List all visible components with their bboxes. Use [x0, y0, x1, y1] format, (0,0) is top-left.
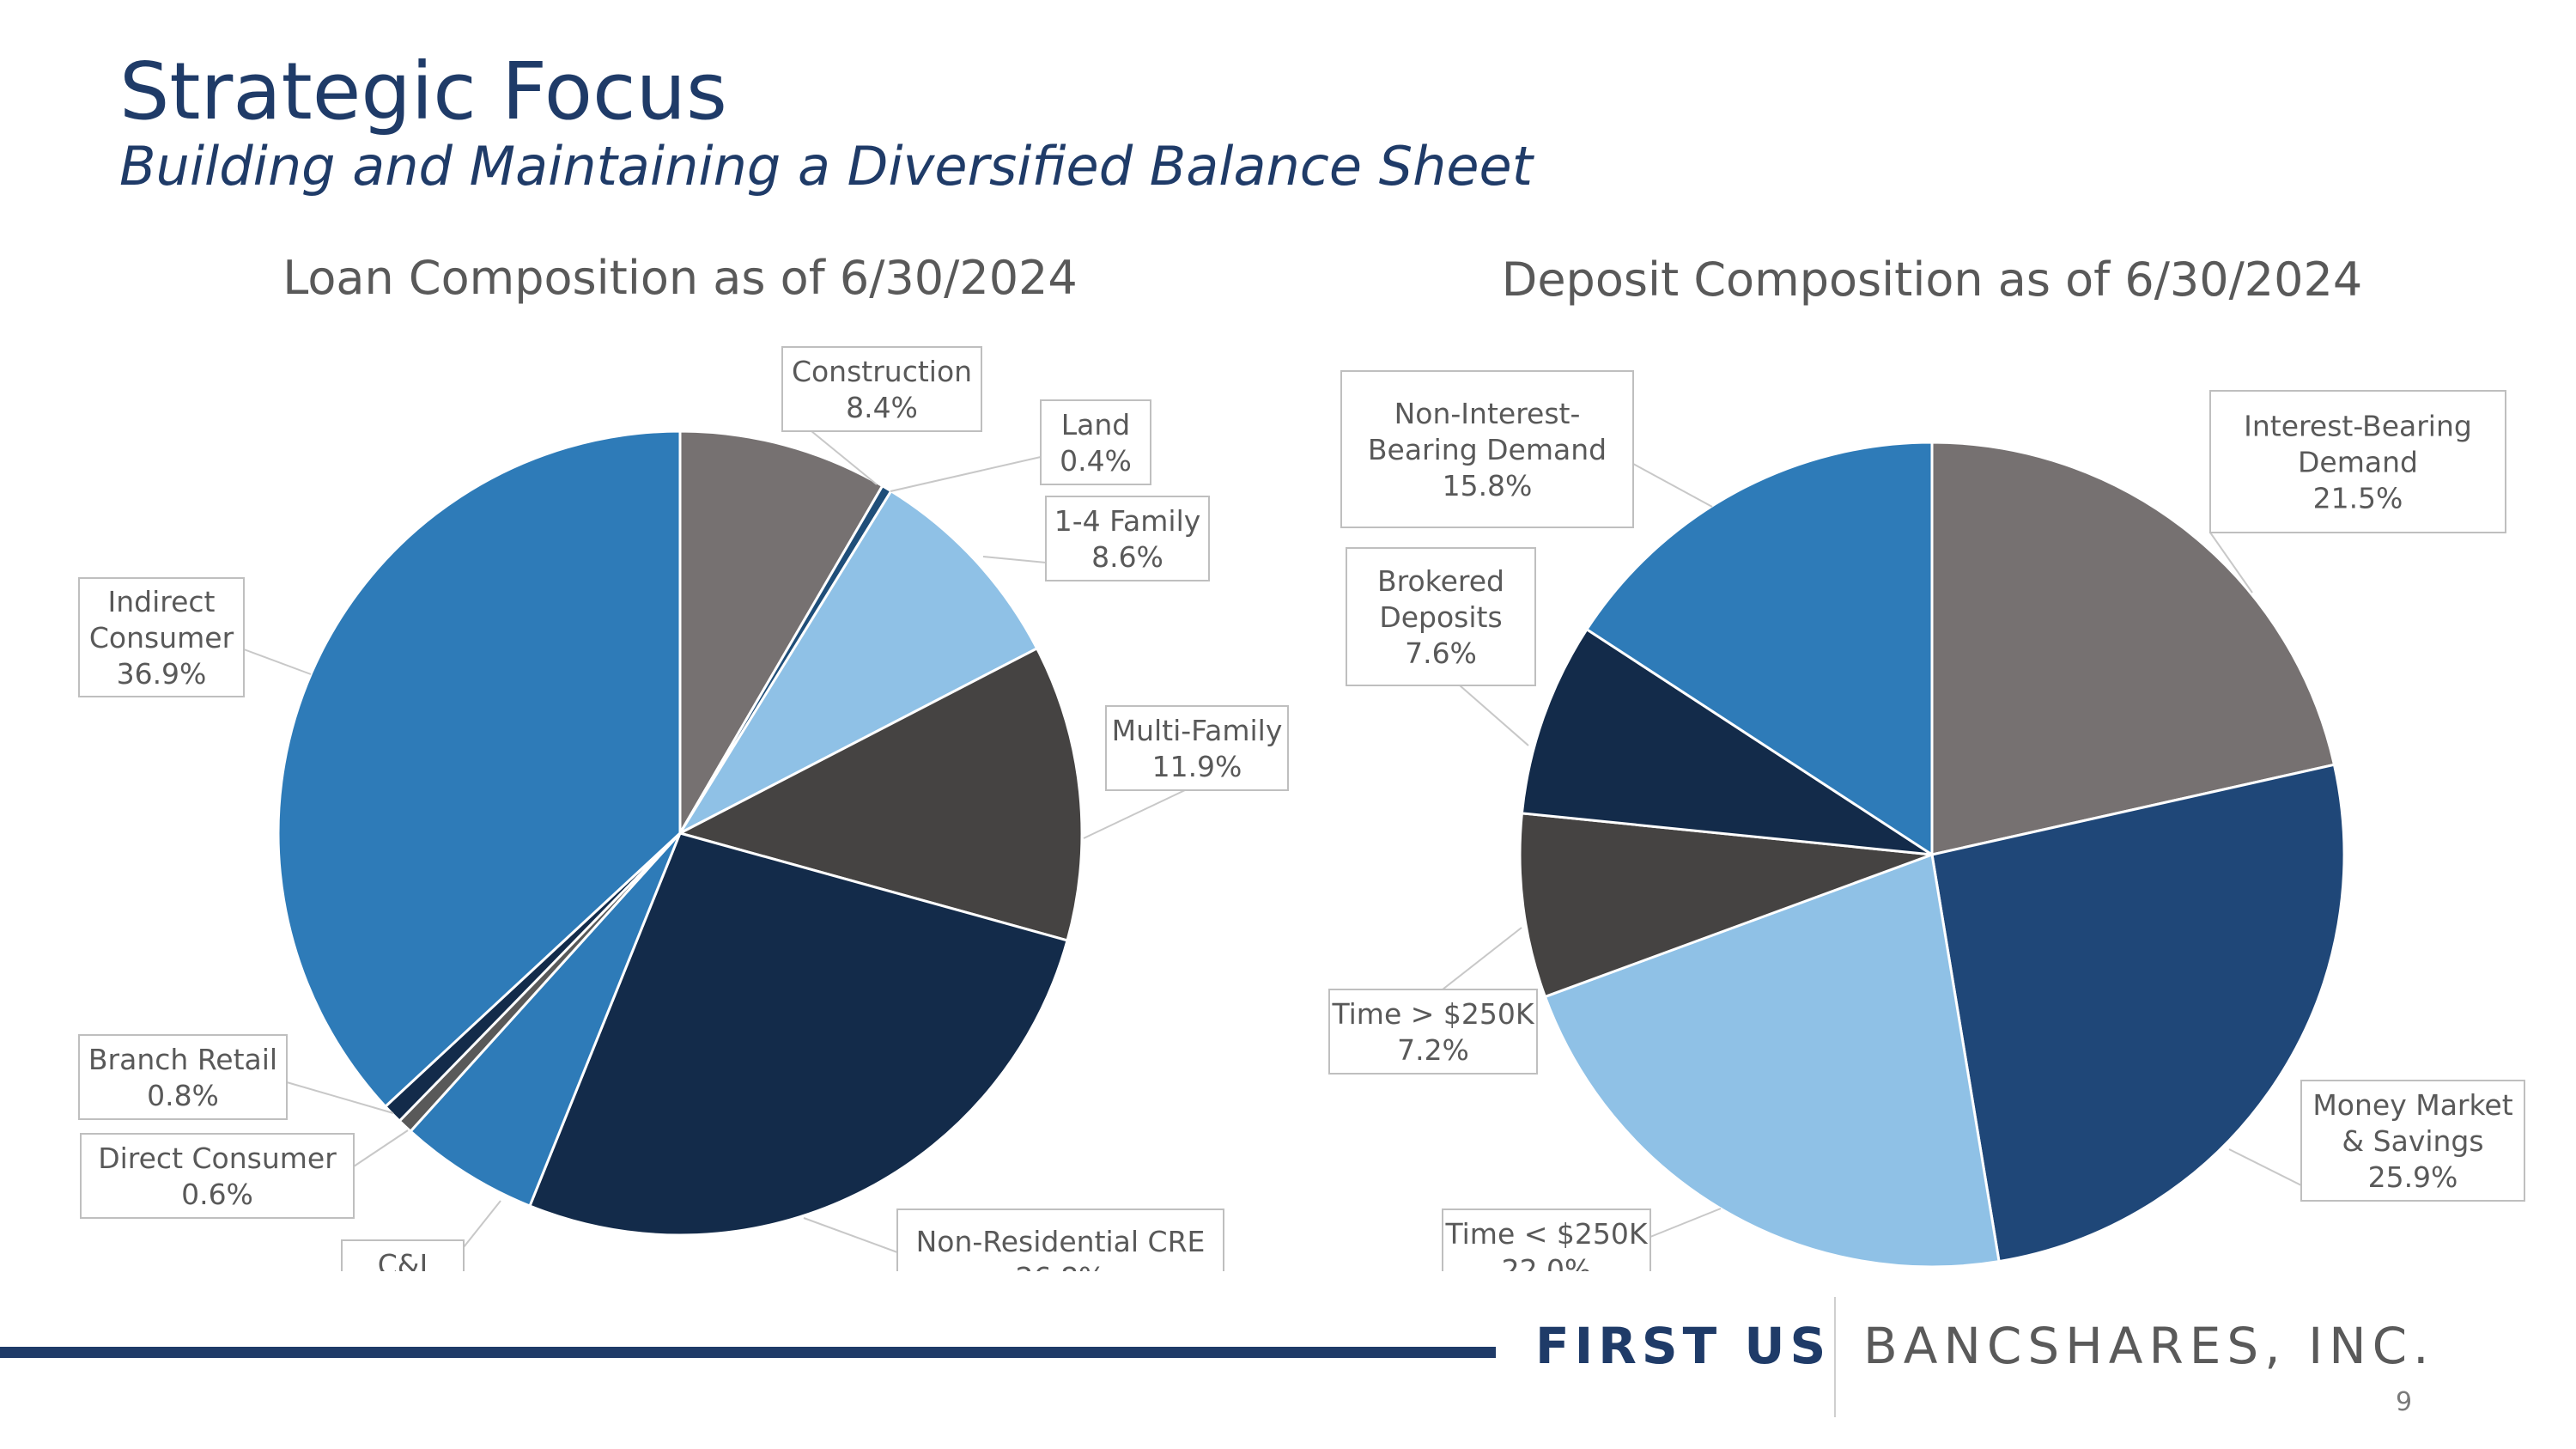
loan-slice-indirect-consumer — [276, 429, 682, 1108]
brand-divider — [1834, 1297, 1836, 1417]
loan-data-label-multi-family: Multi-Family 11.9% — [1083, 705, 1289, 839]
loan-data-label-construction: Construction 8.4% — [781, 346, 982, 485]
loan-data-label-candi: C&I5.6% — [341, 1200, 501, 1271]
loan-slice-1-4-family — [678, 490, 1039, 835]
loan-slice-non-residential-cre — [528, 831, 1069, 1237]
deposit-data-label-brokered-deposits: Brokered Deposits 7.6% — [1346, 547, 1536, 746]
loan-data-label-indirect-consumer: Indirect Consumer 36.9% — [78, 577, 312, 697]
loan-data-label-direct-consumer: Direct Consumer 0.6% — [80, 1129, 409, 1219]
loan-data-label-1-4-family: 1-4 Family 8.6% — [982, 496, 1210, 581]
loan-pie-chart: Loan Composition as of 6/30/2024 Construc… — [78, 251, 1289, 1271]
charts-canvas: Loan Composition as of 6/30/2024 Construc… — [78, 251, 2525, 1271]
brand-name-secondary: BANCSHARES, INC. — [1863, 1317, 2435, 1375]
deposit-data-label-money-market-and-savings: Money Market & Savings 25.9% — [2228, 1080, 2525, 1202]
deposit-slice-money-market-and-savings — [1930, 763, 2346, 1263]
loan-slice-candi — [409, 831, 682, 1208]
deposit-data-label-interest-bearing-demand: Interest-Bearing Demand 21.5% — [2209, 390, 2506, 594]
deposit-slice-time-gt-250k — [1518, 812, 1934, 998]
deposit-pie-chart: Deposit Composition as of 6/30/2024 Inter… — [1328, 253, 2525, 1271]
deposit-data-label-time-lt-250k: Time < $250K 22.0% — [1442, 1208, 1722, 1271]
loan-chart-title: Loan Composition as of 6/30/2024 — [283, 251, 1078, 305]
deposit-data-label-non-interest-bearing-demand: Non-Interest-Bearing Demand 15.8% — [1340, 370, 1713, 528]
loan-data-label-non-residential-cre: Non-Residential CRE26.8% — [803, 1209, 1224, 1271]
deposit-slice-brokered-deposits — [1520, 628, 1934, 856]
loan-data-label-land: Land 0.4% — [890, 399, 1151, 492]
page-title: Strategic Focus — [119, 46, 727, 137]
svg-text:C&I5.6%: C&I5.6% — [367, 1248, 439, 1271]
deposit-slice-non-interest-bearing-demand — [1585, 441, 1934, 856]
brand-name-primary: FIRST US — [1535, 1317, 1832, 1375]
page-number: 9 — [2396, 1387, 2413, 1417]
page-subtitle: Building and Maintaining a Diversified B… — [119, 135, 1533, 198]
deposit-slice-interest-bearing-demand — [1930, 441, 2336, 856]
loan-data-label-branch-retail: Branch Retail 0.8% — [78, 1034, 394, 1120]
deposit-slice-time-lt-250k — [1543, 853, 2001, 1269]
svg-text:Non-Residential CRE26.8%: Non-Residential CRE26.8% — [916, 1225, 1206, 1271]
deposit-chart-title: Deposit Composition as of 6/30/2024 — [1502, 253, 2362, 307]
loan-slice-multi-family — [678, 647, 1084, 942]
footer-rule — [0, 1347, 1496, 1358]
deposit-data-label-time-gt-250k: Time > $250K 7.2% — [1328, 927, 1538, 1075]
